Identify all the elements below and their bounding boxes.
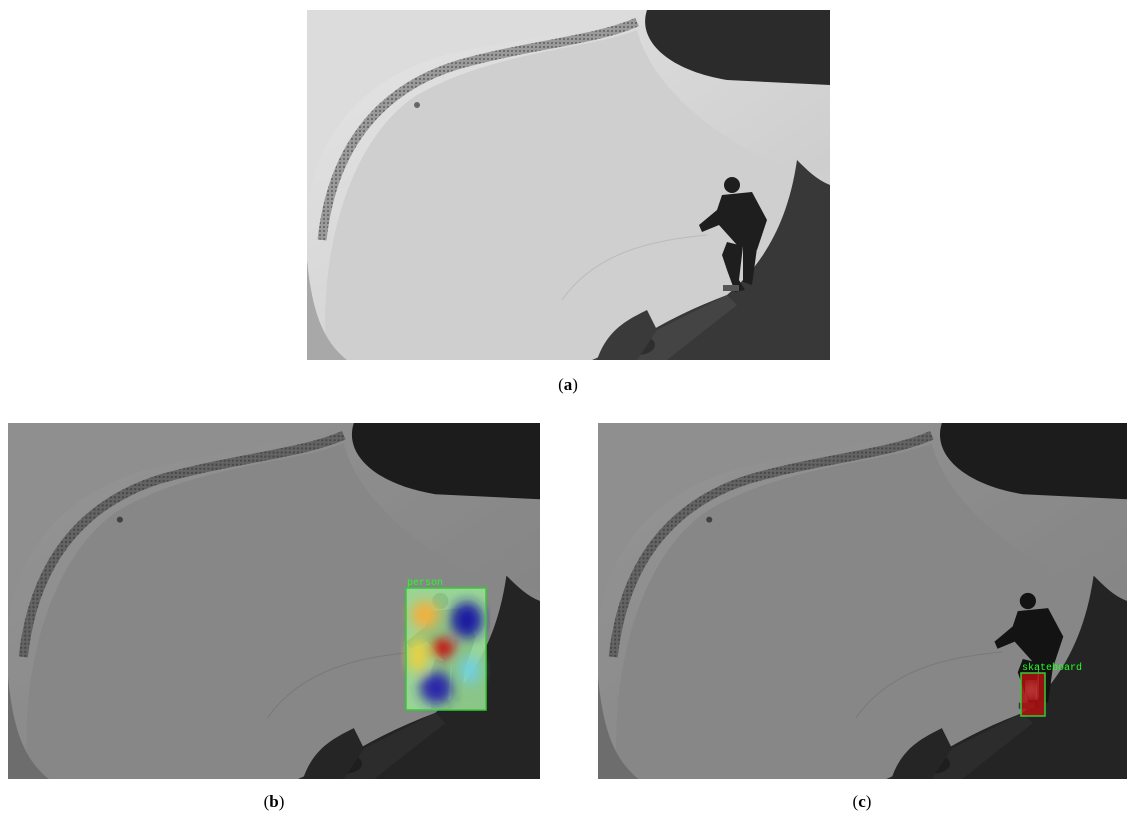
detection-label: skateboard: [1022, 662, 1082, 674]
caption: (a): [558, 375, 578, 394]
heatmap: [1026, 682, 1036, 698]
heatmap: [406, 588, 486, 710]
figure-canvas: person skateboard (a) (b) (c): [0, 0, 1127, 818]
caption: (c): [853, 792, 872, 811]
caption: (b): [264, 792, 285, 811]
detection-label: person: [407, 578, 443, 589]
figure: person skateboard (a) (b) (c): [0, 0, 1127, 818]
photo: [307, 10, 830, 360]
photo: [598, 423, 1127, 779]
